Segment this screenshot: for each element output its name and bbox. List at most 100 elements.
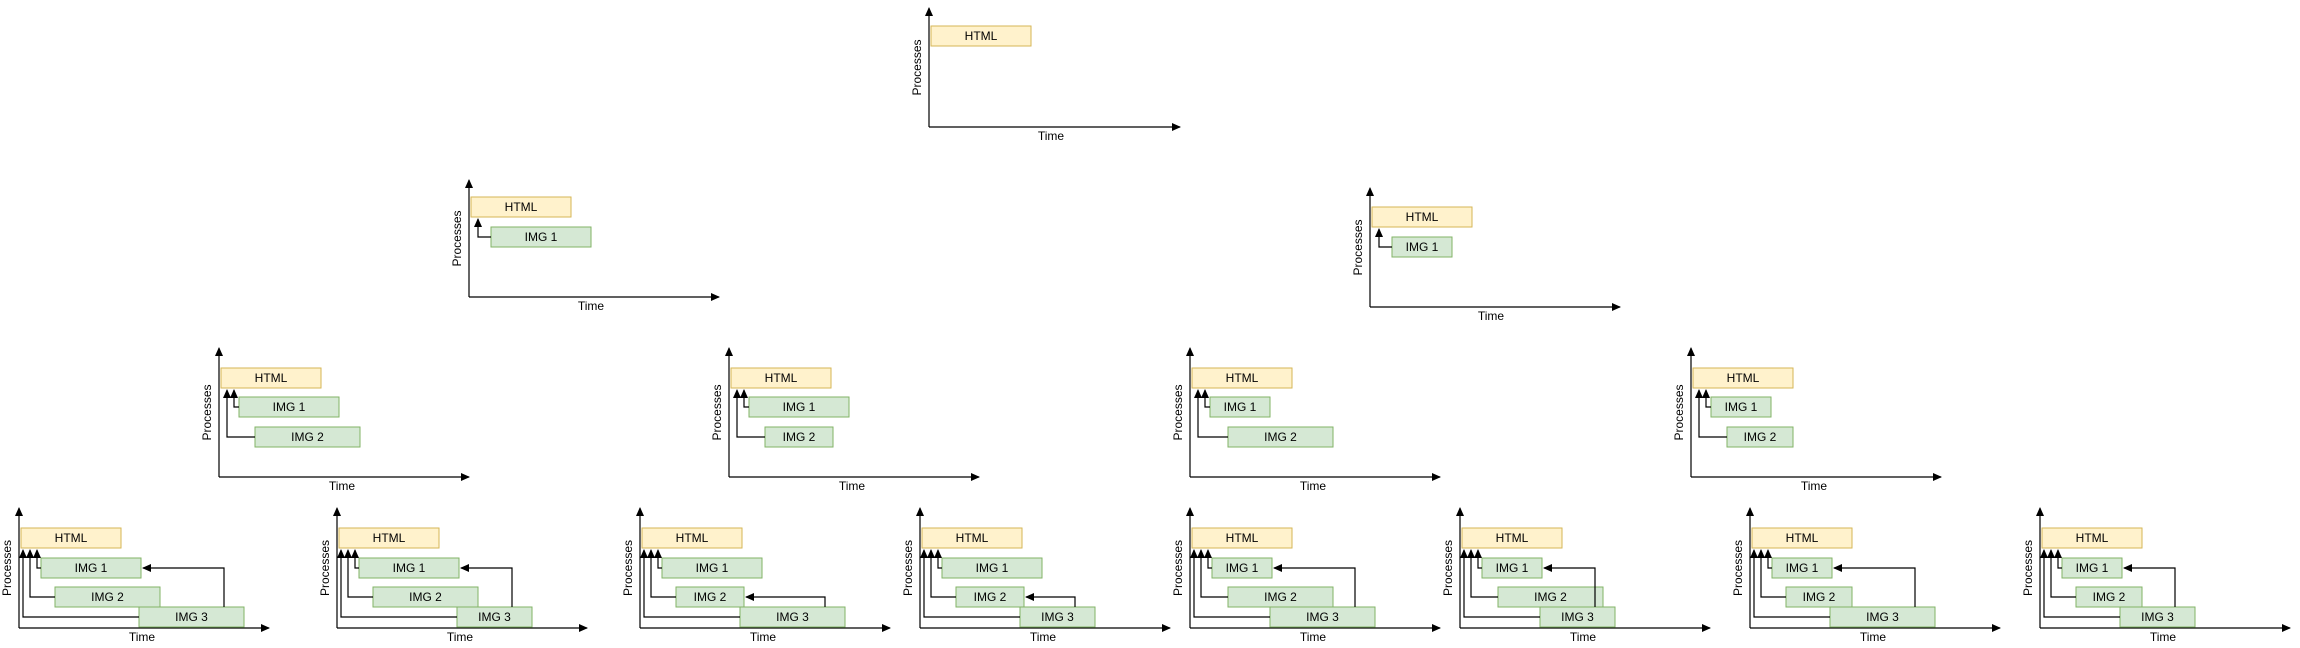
timeline-diagram-13: Time Processes HTML IMG 1 IMG 2 IMG 3 <box>1441 507 1711 644</box>
img3-to-html-arrow <box>2040 549 2120 618</box>
img3-to-html-arrow <box>1190 549 1270 618</box>
html-process-box <box>338 527 440 549</box>
img1-to-html-arrow <box>351 549 359 569</box>
time-axis-label: Time <box>1038 129 1065 143</box>
img2-label: IMG 2 <box>409 590 442 604</box>
time-axis-label: Time <box>2150 630 2177 644</box>
time-axis-label: Time <box>839 479 866 493</box>
img2-to-html-arrow <box>1467 549 1498 598</box>
processes-axis-label: Processes <box>1441 540 1455 596</box>
img2-label: IMG 2 <box>783 430 816 444</box>
img3-to-img1-arrow <box>142 564 225 607</box>
img3-to-img1-arrow <box>460 564 513 607</box>
img1-label: IMG 1 <box>976 561 1009 575</box>
html-process-box <box>730 367 832 389</box>
html-process-box <box>1191 527 1293 549</box>
html-label: HTML <box>2076 531 2109 545</box>
html-process-box <box>470 196 572 218</box>
processes-axis-label: Processes <box>710 384 724 440</box>
img3-to-img2-arrow <box>745 593 826 607</box>
img2-to-html-arrow <box>927 549 956 598</box>
html-process-box <box>1371 206 1473 228</box>
img1-label: IMG 1 <box>75 561 108 575</box>
html-process-box <box>930 25 1032 47</box>
processes-axis-label: Processes <box>0 540 14 596</box>
img1-to-html-arrow <box>1375 228 1392 248</box>
time-axis-label: Time <box>1030 630 1057 644</box>
time-axis-label: Time <box>578 299 605 313</box>
img1-to-html-arrow <box>1201 389 1210 408</box>
img1-label: IMG 1 <box>525 230 558 244</box>
img2-to-html-arrow <box>223 389 255 438</box>
timeline-diagram-10: Time Processes HTML IMG 1 IMG 2 IMG 3 <box>621 507 891 644</box>
html-process-box <box>20 527 122 549</box>
html-label: HTML <box>1496 531 1529 545</box>
timeline-diagram-14: Time Processes HTML IMG 1 IMG 2 IMG 3 <box>1731 507 2001 644</box>
img2-label: IMG 2 <box>974 590 1007 604</box>
img2-label: IMG 2 <box>291 430 324 444</box>
img1-to-html-arrow <box>934 549 942 569</box>
html-label: HTML <box>965 29 998 43</box>
processes-axis-label: Processes <box>910 39 924 95</box>
time-axis-label: Time <box>1478 309 1505 323</box>
img1-label: IMG 1 <box>1224 400 1257 414</box>
html-label: HTML <box>1406 210 1439 224</box>
processes-axis-label: Processes <box>1731 540 1745 596</box>
processes-axis-label: Processes <box>2021 540 2035 596</box>
img2-to-html-arrow <box>2047 549 2076 598</box>
processes-axis-label: Processes <box>450 210 464 266</box>
img1-to-html-arrow <box>474 218 491 238</box>
timeline-diagram-8: Time Processes HTML IMG 1 IMG 2 IMG 3 <box>0 507 270 644</box>
html-process-box <box>1191 367 1293 389</box>
time-axis-label: Time <box>750 630 777 644</box>
img2-to-html-arrow <box>733 389 765 438</box>
html-label: HTML <box>1226 371 1259 385</box>
img1-to-html-arrow <box>2054 549 2062 569</box>
html-process-box <box>921 527 1023 549</box>
img2-label: IMG 2 <box>1264 590 1297 604</box>
timeline-diagram-7: Time Processes HTML IMG 1 IMG 2 <box>1672 347 1942 493</box>
html-label: HTML <box>255 371 288 385</box>
html-process-box <box>1751 527 1853 549</box>
timeline-diagram-3: Time Processes HTML IMG 1 <box>1351 187 1621 323</box>
img3-label: IMG 3 <box>478 610 511 624</box>
img3-to-img1-arrow <box>1273 564 1356 607</box>
img2-label: IMG 2 <box>2093 590 2126 604</box>
img2-to-html-arrow <box>1757 549 1786 598</box>
html-label: HTML <box>505 200 538 214</box>
processes-axis-label: Processes <box>621 540 635 596</box>
img1-to-html-arrow <box>33 549 41 569</box>
html-process-box <box>220 367 322 389</box>
html-process-box <box>641 527 743 549</box>
img3-to-img1-arrow <box>1833 564 1916 607</box>
html-process-box <box>2041 527 2143 549</box>
img3-label: IMG 3 <box>1306 610 1339 624</box>
img3-to-html-arrow <box>640 549 740 618</box>
processes-axis-label: Processes <box>1351 219 1365 275</box>
processes-axis-label: Processes <box>1171 540 1185 596</box>
img3-to-html-arrow <box>337 549 457 618</box>
html-label: HTML <box>676 531 709 545</box>
html-label: HTML <box>373 531 406 545</box>
img3-to-img1-arrow <box>1543 564 1596 607</box>
img1-to-html-arrow <box>740 389 749 408</box>
img1-to-html-arrow <box>1702 389 1711 408</box>
processes-axis-label: Processes <box>200 384 214 440</box>
processes-axis-label: Processes <box>318 540 332 596</box>
img2-label: IMG 2 <box>1744 430 1777 444</box>
img1-label: IMG 1 <box>1226 561 1259 575</box>
img3-to-html-arrow <box>1460 549 1540 618</box>
html-label: HTML <box>1226 531 1259 545</box>
img2-label: IMG 2 <box>1803 590 1836 604</box>
processes-axis-label: Processes <box>1171 384 1185 440</box>
img1-label: IMG 1 <box>273 400 306 414</box>
html-label: HTML <box>1786 531 1819 545</box>
img1-to-html-arrow <box>654 549 662 569</box>
processes-axis-label: Processes <box>901 540 915 596</box>
time-axis-label: Time <box>1300 479 1327 493</box>
timeline-diagram-15: Time Processes HTML IMG 1 IMG 2 IMG 3 <box>2021 507 2291 644</box>
img1-label: IMG 1 <box>2076 561 2109 575</box>
html-label: HTML <box>956 531 989 545</box>
html-process-box <box>1692 367 1794 389</box>
